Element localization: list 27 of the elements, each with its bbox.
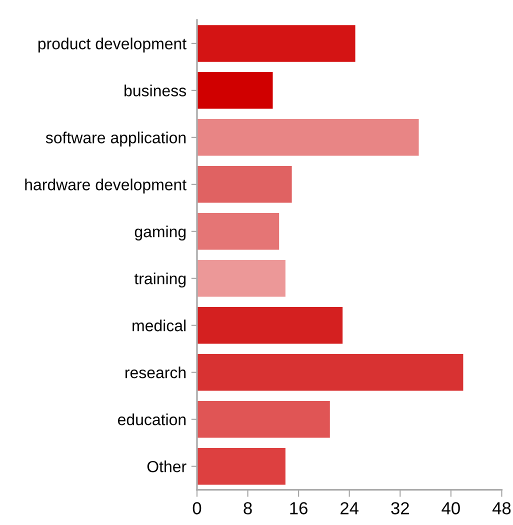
- bar: [196, 24, 356, 63]
- y-tick-label: Other: [147, 460, 186, 472]
- y-tick-label: hardware development: [25, 178, 186, 194]
- y-tick-label: research: [126, 366, 186, 378]
- x-tick-label: 8: [244, 502, 252, 514]
- x-tick-label: 24: [340, 502, 358, 514]
- bar: [196, 306, 344, 345]
- x-tick-label: 0: [192, 502, 202, 514]
- bar: [196, 212, 280, 251]
- y-tick-label: training: [134, 272, 186, 288]
- x-tick-label: 40: [442, 502, 460, 514]
- y-tick-label: gaming: [134, 226, 186, 240]
- bar: [196, 447, 286, 486]
- bar: [196, 400, 331, 439]
- x-tick-label: 32: [391, 502, 409, 514]
- x-tick-label: 48: [492, 502, 511, 514]
- bar: [196, 118, 420, 157]
- y-tick-label: medical: [132, 320, 186, 332]
- y-tick-label: business: [124, 84, 186, 96]
- bar: [196, 71, 274, 110]
- x-tick-label: 16: [290, 502, 308, 514]
- y-tick-label: software application: [46, 132, 186, 147]
- bar: [196, 165, 293, 204]
- bar: [196, 353, 464, 392]
- bar: [196, 259, 286, 298]
- y-tick-label: product development: [38, 38, 186, 53]
- y-tick-label: education: [118, 414, 186, 426]
